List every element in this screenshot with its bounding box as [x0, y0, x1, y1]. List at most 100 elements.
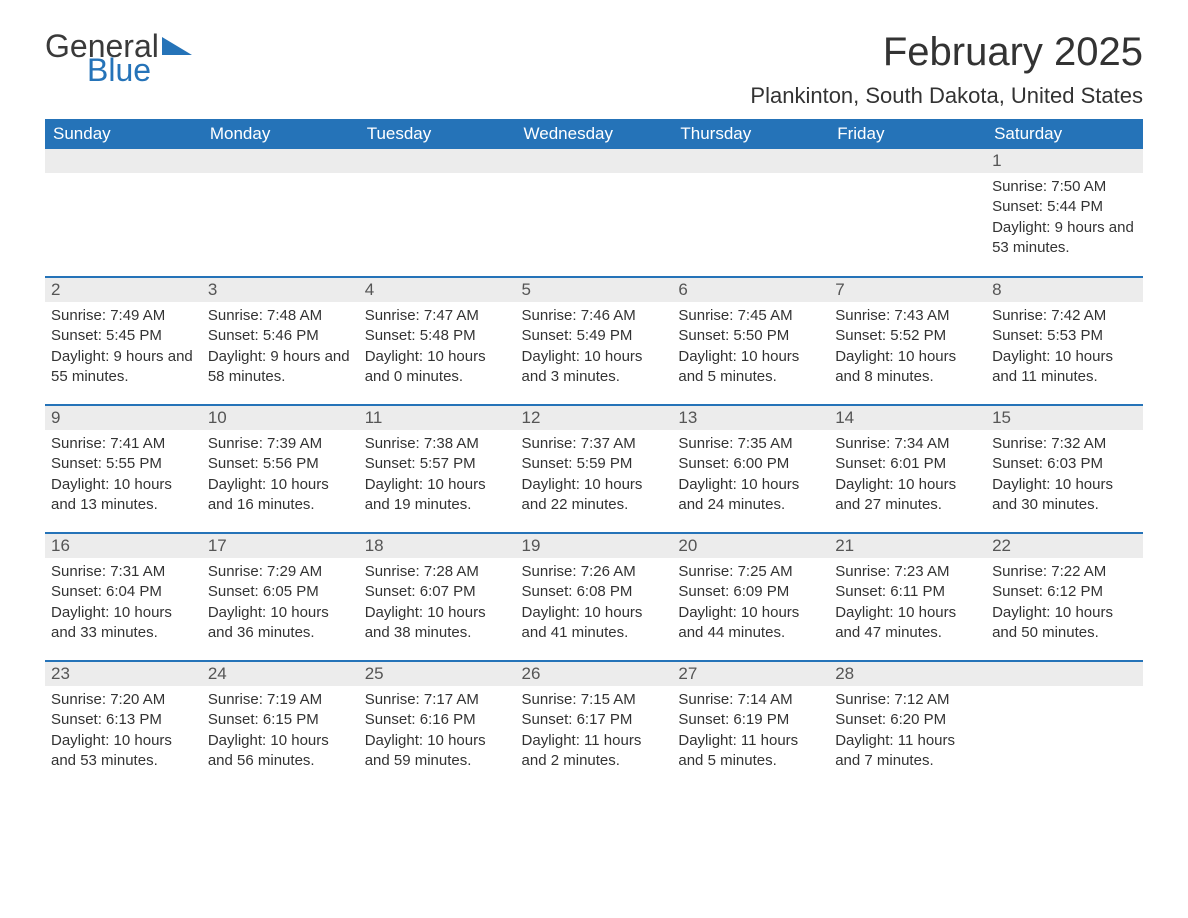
day-header-row: SundayMondayTuesdayWednesdayThursdayFrid…: [45, 119, 1143, 149]
day-header: Sunday: [45, 119, 202, 149]
logo: General Blue: [45, 30, 192, 86]
day-content: Sunrise: 7:47 AMSunset: 5:48 PMDaylight:…: [359, 302, 516, 397]
day-number: [516, 149, 673, 173]
calendar-day-cell: 16Sunrise: 7:31 AMSunset: 6:04 PMDayligh…: [45, 533, 202, 661]
day-content: [672, 173, 829, 187]
day-content: Sunrise: 7:41 AMSunset: 5:55 PMDaylight:…: [45, 430, 202, 525]
day-content: Sunrise: 7:38 AMSunset: 5:57 PMDaylight:…: [359, 430, 516, 525]
day-number: 15: [986, 406, 1143, 430]
day-number: [986, 662, 1143, 686]
calendar-day-cell: 22Sunrise: 7:22 AMSunset: 6:12 PMDayligh…: [986, 533, 1143, 661]
calendar-day-cell: 19Sunrise: 7:26 AMSunset: 6:08 PMDayligh…: [516, 533, 673, 661]
day-number: 17: [202, 534, 359, 558]
logo-text-2: Blue: [87, 54, 192, 86]
calendar-day-cell: 10Sunrise: 7:39 AMSunset: 5:56 PMDayligh…: [202, 405, 359, 533]
day-number: 27: [672, 662, 829, 686]
day-number: 24: [202, 662, 359, 686]
calendar-day-cell: 3Sunrise: 7:48 AMSunset: 5:46 PMDaylight…: [202, 277, 359, 405]
month-title: February 2025: [750, 30, 1143, 75]
day-number: 5: [516, 278, 673, 302]
day-number: 16: [45, 534, 202, 558]
calendar-day-cell: 4Sunrise: 7:47 AMSunset: 5:48 PMDaylight…: [359, 277, 516, 405]
day-content: Sunrise: 7:45 AMSunset: 5:50 PMDaylight:…: [672, 302, 829, 397]
calendar-week-row: 16Sunrise: 7:31 AMSunset: 6:04 PMDayligh…: [45, 533, 1143, 661]
day-content: [202, 173, 359, 187]
day-number: 21: [829, 534, 986, 558]
calendar-day-cell: 17Sunrise: 7:29 AMSunset: 6:05 PMDayligh…: [202, 533, 359, 661]
day-number: 4: [359, 278, 516, 302]
calendar-day-cell: 12Sunrise: 7:37 AMSunset: 5:59 PMDayligh…: [516, 405, 673, 533]
calendar-day-cell: 1Sunrise: 7:50 AMSunset: 5:44 PMDaylight…: [986, 149, 1143, 277]
day-content: Sunrise: 7:31 AMSunset: 6:04 PMDaylight:…: [45, 558, 202, 653]
calendar-day-cell: 28Sunrise: 7:12 AMSunset: 6:20 PMDayligh…: [829, 661, 986, 789]
calendar-day-cell: 23Sunrise: 7:20 AMSunset: 6:13 PMDayligh…: [45, 661, 202, 789]
day-content: Sunrise: 7:42 AMSunset: 5:53 PMDaylight:…: [986, 302, 1143, 397]
calendar-day-cell: [202, 149, 359, 277]
title-block: February 2025 Plankinton, South Dakota, …: [750, 30, 1143, 109]
day-content: Sunrise: 7:32 AMSunset: 6:03 PMDaylight:…: [986, 430, 1143, 525]
day-content: Sunrise: 7:29 AMSunset: 6:05 PMDaylight:…: [202, 558, 359, 653]
day-content: [359, 173, 516, 187]
day-number: [202, 149, 359, 173]
day-number: 1: [986, 149, 1143, 173]
calendar-day-cell: [359, 149, 516, 277]
day-content: Sunrise: 7:48 AMSunset: 5:46 PMDaylight:…: [202, 302, 359, 397]
day-number: 28: [829, 662, 986, 686]
day-number: 22: [986, 534, 1143, 558]
calendar-week-row: 9Sunrise: 7:41 AMSunset: 5:55 PMDaylight…: [45, 405, 1143, 533]
day-content: Sunrise: 7:43 AMSunset: 5:52 PMDaylight:…: [829, 302, 986, 397]
day-number: 14: [829, 406, 986, 430]
day-content: Sunrise: 7:22 AMSunset: 6:12 PMDaylight:…: [986, 558, 1143, 653]
calendar-day-cell: 13Sunrise: 7:35 AMSunset: 6:00 PMDayligh…: [672, 405, 829, 533]
day-content: Sunrise: 7:46 AMSunset: 5:49 PMDaylight:…: [516, 302, 673, 397]
day-content: Sunrise: 7:23 AMSunset: 6:11 PMDaylight:…: [829, 558, 986, 653]
day-content: Sunrise: 7:35 AMSunset: 6:00 PMDaylight:…: [672, 430, 829, 525]
calendar-day-cell: 6Sunrise: 7:45 AMSunset: 5:50 PMDaylight…: [672, 277, 829, 405]
day-header: Monday: [202, 119, 359, 149]
day-content: Sunrise: 7:20 AMSunset: 6:13 PMDaylight:…: [45, 686, 202, 781]
day-number: 7: [829, 278, 986, 302]
day-content: Sunrise: 7:37 AMSunset: 5:59 PMDaylight:…: [516, 430, 673, 525]
calendar-day-cell: 9Sunrise: 7:41 AMSunset: 5:55 PMDaylight…: [45, 405, 202, 533]
day-content: Sunrise: 7:28 AMSunset: 6:07 PMDaylight:…: [359, 558, 516, 653]
calendar-day-cell: [829, 149, 986, 277]
day-content: Sunrise: 7:34 AMSunset: 6:01 PMDaylight:…: [829, 430, 986, 525]
day-number: 6: [672, 278, 829, 302]
day-number: [672, 149, 829, 173]
day-number: [829, 149, 986, 173]
day-content: Sunrise: 7:25 AMSunset: 6:09 PMDaylight:…: [672, 558, 829, 653]
calendar-day-cell: 27Sunrise: 7:14 AMSunset: 6:19 PMDayligh…: [672, 661, 829, 789]
day-number: [359, 149, 516, 173]
logo-triangle-icon: [162, 35, 192, 57]
day-number: 19: [516, 534, 673, 558]
day-number: 8: [986, 278, 1143, 302]
day-header: Saturday: [986, 119, 1143, 149]
calendar-day-cell: [986, 661, 1143, 789]
calendar-day-cell: 20Sunrise: 7:25 AMSunset: 6:09 PMDayligh…: [672, 533, 829, 661]
calendar-day-cell: 26Sunrise: 7:15 AMSunset: 6:17 PMDayligh…: [516, 661, 673, 789]
calendar-day-cell: 18Sunrise: 7:28 AMSunset: 6:07 PMDayligh…: [359, 533, 516, 661]
calendar-day-cell: 24Sunrise: 7:19 AMSunset: 6:15 PMDayligh…: [202, 661, 359, 789]
day-header: Friday: [829, 119, 986, 149]
header: General Blue February 2025 Plankinton, S…: [45, 30, 1143, 109]
day-content: Sunrise: 7:50 AMSunset: 5:44 PMDaylight:…: [986, 173, 1143, 268]
day-number: 18: [359, 534, 516, 558]
day-content: Sunrise: 7:19 AMSunset: 6:15 PMDaylight:…: [202, 686, 359, 781]
calendar-day-cell: 14Sunrise: 7:34 AMSunset: 6:01 PMDayligh…: [829, 405, 986, 533]
day-content: Sunrise: 7:39 AMSunset: 5:56 PMDaylight:…: [202, 430, 359, 525]
day-content: [45, 173, 202, 187]
calendar-day-cell: [45, 149, 202, 277]
day-content: Sunrise: 7:15 AMSunset: 6:17 PMDaylight:…: [516, 686, 673, 781]
calendar-table: SundayMondayTuesdayWednesdayThursdayFrid…: [45, 119, 1143, 789]
day-header: Thursday: [672, 119, 829, 149]
calendar-day-cell: [516, 149, 673, 277]
day-content: Sunrise: 7:17 AMSunset: 6:16 PMDaylight:…: [359, 686, 516, 781]
calendar-day-cell: 7Sunrise: 7:43 AMSunset: 5:52 PMDaylight…: [829, 277, 986, 405]
day-content: [829, 173, 986, 187]
day-content: [516, 173, 673, 187]
calendar-day-cell: 25Sunrise: 7:17 AMSunset: 6:16 PMDayligh…: [359, 661, 516, 789]
location-subtitle: Plankinton, South Dakota, United States: [750, 83, 1143, 109]
day-number: 3: [202, 278, 359, 302]
day-number: 23: [45, 662, 202, 686]
day-number: 10: [202, 406, 359, 430]
